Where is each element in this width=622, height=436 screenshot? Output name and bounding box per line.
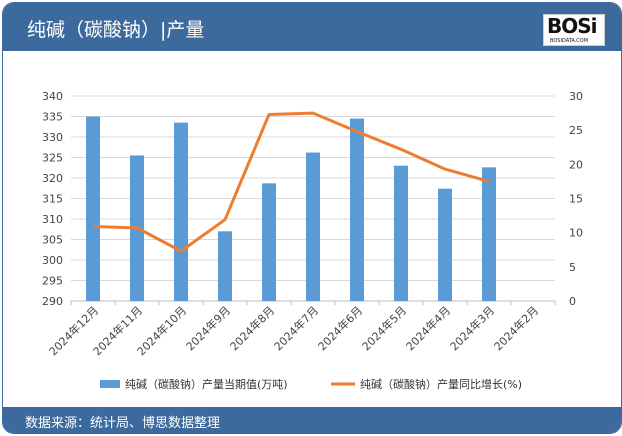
y-right-tick-label: 0 <box>569 295 576 308</box>
bar <box>438 188 452 301</box>
data-source: 数据来源：统计局、博思数据整理 <box>25 416 221 431</box>
y-left-tick-label: 325 <box>42 152 63 165</box>
y-left-tick-label: 295 <box>42 275 63 288</box>
page-title: 纯碱（碳酸钠）|产量 <box>27 19 205 41</box>
x-tick-label: 2024年7月 <box>271 303 321 353</box>
x-tick-label: 2024年6月 <box>315 303 365 353</box>
bar <box>350 118 364 301</box>
bar <box>482 167 496 301</box>
logo-text: BOSi <box>547 14 598 38</box>
footer: 数据来源：统计局、博思数据整理 <box>3 407 621 433</box>
y-left-tick-label: 300 <box>42 254 63 267</box>
x-tick-label: 2024年5月 <box>359 303 409 353</box>
y-left-tick-label: 330 <box>42 131 63 144</box>
y-left-tick-label: 310 <box>42 213 63 226</box>
bar <box>86 116 100 301</box>
legend-bar-label: 纯碱（碳酸钠）产量当期值(万吨) <box>125 377 288 391</box>
y-left-tick-label: 335 <box>42 111 63 124</box>
bar <box>174 122 188 302</box>
bar <box>306 152 320 301</box>
y-right-tick-label: 5 <box>569 261 576 274</box>
x-tick-label: 2024年9月 <box>183 303 233 353</box>
bar <box>262 183 276 301</box>
y-right-tick-label: 10 <box>569 227 583 240</box>
legend-line-label: 纯碱（碳酸钠）产量同比增长(%) <box>360 377 522 391</box>
y-right-tick-label: 25 <box>569 124 583 137</box>
bar <box>218 231 232 301</box>
y-left-tick-label: 315 <box>42 193 63 206</box>
y-left-tick-label: 305 <box>42 234 63 247</box>
growth-line <box>92 111 490 253</box>
logo-sub: BOSIDATA.COM <box>550 38 589 44</box>
legend-bar-swatch <box>100 380 120 388</box>
combo-chart: 290 295 300 305 310 315 320 325 330 335 340 0 5 10 15 2… <box>42 90 583 391</box>
y-left-tick-label: 340 <box>42 90 63 103</box>
y-right-tick-label: 30 <box>569 90 583 103</box>
y-left-tick-label: 320 <box>42 172 63 185</box>
y-right-tick-label: 15 <box>569 193 583 206</box>
bar <box>394 165 408 301</box>
x-tick-label: 2024年8月 <box>227 303 277 353</box>
x-tick-label: 2024年3月 <box>447 303 497 353</box>
x-tick-label: 2024年2月 <box>491 303 541 353</box>
header: 纯碱（碳酸钠）|产量 BOSi BOSIDATA.COM <box>3 3 621 51</box>
x-tick-label: 2024年4月 <box>403 303 453 353</box>
y-left-tick-label: 290 <box>42 295 63 308</box>
bosi-logo: BOSi BOSIDATA.COM <box>543 14 605 46</box>
y-right-tick-label: 20 <box>569 158 583 171</box>
